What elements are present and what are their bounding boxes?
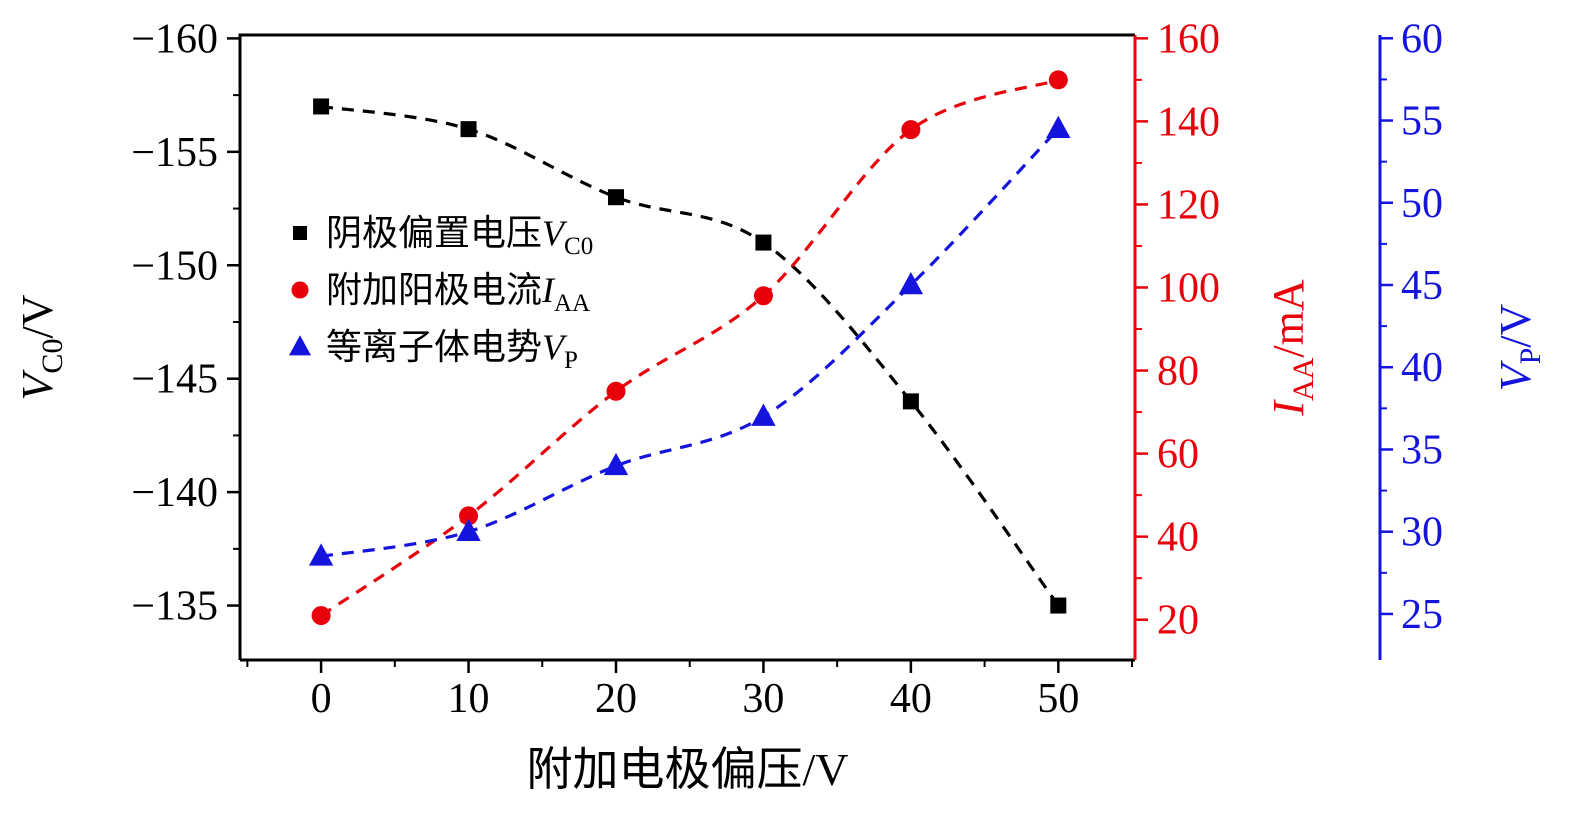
left-tick-label: −145: [131, 357, 218, 403]
red-tick-label: 60: [1157, 432, 1199, 478]
left-tick-label: −155: [131, 130, 218, 176]
blue-tick-label: 40: [1401, 345, 1443, 391]
triangle-marker: [751, 403, 776, 426]
red-tick-label: 160: [1157, 16, 1220, 62]
left-tick-label: −140: [131, 470, 218, 516]
series-0: [313, 98, 1067, 614]
square-marker: [902, 393, 919, 410]
blue-tick-label: 50: [1401, 181, 1443, 227]
red-axis: 160 140 120 100 80 60 40 20 IAA/mA: [1133, 16, 1320, 660]
legend-item: 等离子体电势VP: [288, 327, 578, 374]
circle-marker: [291, 281, 309, 299]
legend-label: 等离子体电势VP: [326, 327, 578, 374]
circle-marker: [459, 506, 479, 526]
legend-label: 附加阳极电流IAA: [326, 270, 590, 317]
square-marker: [313, 98, 330, 115]
triangle-marker: [288, 335, 312, 356]
triangle-marker: [308, 543, 334, 566]
plot-frame: [238, 33, 1135, 662]
square-marker: [1050, 597, 1067, 614]
legend-item: 附加阳极电流IAA: [291, 270, 590, 317]
left-tick-label: −150: [131, 243, 218, 289]
x-tick-label: 20: [595, 676, 637, 722]
x-tick-label: 50: [1037, 676, 1079, 722]
red-tick-label: 20: [1157, 598, 1199, 644]
fit-curve: [320, 78, 1059, 617]
blue-tick-label: 55: [1401, 99, 1443, 145]
circle-marker: [606, 381, 626, 401]
blue-tick-label: 30: [1401, 510, 1443, 556]
series-1: [311, 70, 1068, 626]
red-tick-label: 100: [1157, 265, 1220, 311]
circle-marker: [753, 286, 773, 306]
circle-marker: [901, 120, 921, 140]
blue-tick-label: 60: [1401, 16, 1443, 62]
blue-tick-label: 25: [1401, 592, 1443, 638]
square-marker: [460, 121, 477, 138]
red-tick-label: 140: [1157, 99, 1220, 145]
triangle-marker: [456, 518, 481, 541]
x-tick-label: 10: [448, 676, 490, 722]
x-axis: 0 10 20 30 40 50 附加电极偏压/V: [246, 660, 1134, 795]
legend-item: 阴极偏置电压VC0: [293, 213, 593, 260]
x-tick-label: 30: [742, 676, 784, 722]
blue-axis-title: VP/V: [1491, 303, 1547, 391]
square-marker: [293, 226, 307, 240]
triangle-marker: [603, 452, 629, 476]
legend: 阴极偏置电压VC0 附加阳极电流IAA 等离子体电势VP: [288, 213, 593, 374]
series-2: [308, 115, 1071, 566]
left-axis-title: VC0/V: [13, 294, 69, 400]
square-marker: [755, 234, 772, 251]
red-tick-label: 120: [1157, 182, 1220, 228]
x-axis-title: 附加电极偏压/V: [527, 744, 849, 795]
x-tick-label: 0: [311, 676, 332, 722]
left-tick-label: −135: [131, 584, 218, 630]
triangle-marker: [898, 271, 924, 295]
red-axis-title: IAA/mA: [1264, 279, 1320, 416]
triangle-marker: [1046, 115, 1071, 138]
legend-label: 阴极偏置电压VC0: [326, 213, 593, 260]
red-tick-label: 40: [1157, 515, 1199, 561]
red-tick-label: 80: [1157, 349, 1199, 395]
blue-axis: 60 55 50 45 40 35 30 25 VP/V: [1378, 16, 1547, 660]
circle-marker: [311, 606, 331, 626]
square-marker: [607, 189, 624, 206]
fit-curve: [320, 104, 1060, 607]
x-tick-label: 40: [890, 676, 932, 722]
circle-marker: [1048, 70, 1068, 90]
left-axis: −160 −155 −150 −145 −140 −135 VC0/V: [13, 16, 240, 630]
blue-tick-label: 45: [1401, 263, 1443, 309]
left-tick-label: −160: [131, 16, 218, 62]
blue-tick-label: 35: [1401, 427, 1443, 473]
